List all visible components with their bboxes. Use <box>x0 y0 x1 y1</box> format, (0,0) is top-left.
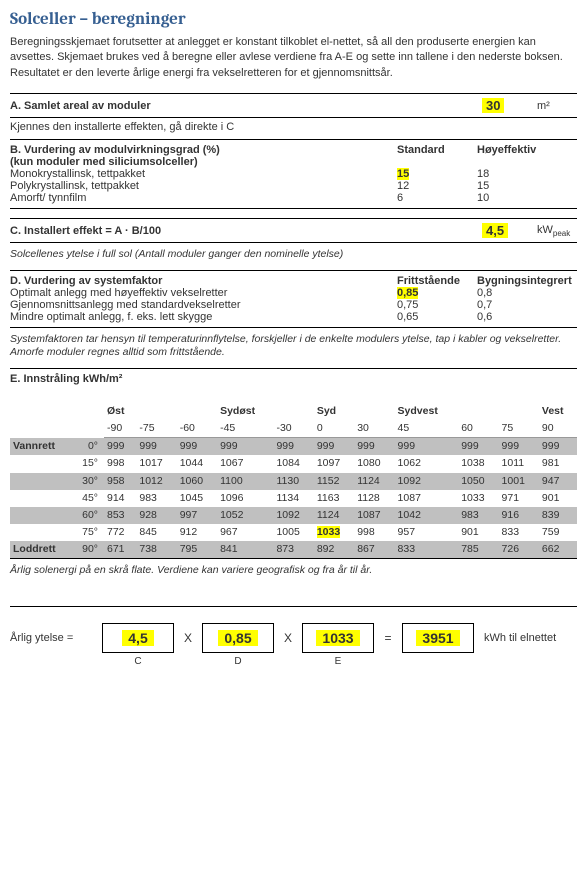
mult-1: X <box>176 631 200 645</box>
cap-e: E <box>302 656 374 667</box>
d-col1: Frittstående <box>397 275 477 287</box>
d-row: Mindre optimalt anlegg, f. eks. lett sky… <box>10 311 577 323</box>
e-note: Årlig solenergi på en skrå flate. Verdie… <box>10 562 577 586</box>
page-title: Solceller – beregninger <box>10 10 577 29</box>
e-label: E. Innstråling kWh/m² <box>10 373 577 385</box>
section-e: E. Innstråling kWh/m² ØstSydøstSydSydves… <box>10 368 577 559</box>
c-unit: kWpeak <box>537 224 577 238</box>
cap-c: C <box>102 656 174 667</box>
d-note: Systemfaktoren tar hensyn til temperatur… <box>10 331 577 368</box>
section-c: C. Installert effekt = A · B/100 4,5 kWp… <box>10 218 577 243</box>
d-row: Optimalt anlegg med høyeffektiv vekselre… <box>10 287 577 299</box>
b-row: Polykrystallinsk, tettpakket1215 <box>10 180 577 192</box>
b-col2: Høyeffektiv <box>477 144 577 156</box>
d-row: Gjennomsnittsanlegg med standardvekselre… <box>10 299 577 311</box>
calc-d-box: 0,85 <box>202 623 274 653</box>
c-value: 4,5 <box>482 223 508 238</box>
calculation-row: Årlig ytelse = 4,5 X 0,85 X 1033 = 3951 … <box>10 606 577 653</box>
d-col2: Bygningsintegrert <box>477 275 577 287</box>
mult-2: X <box>276 631 300 645</box>
c-note: Solcellenes ytelse i full sol (Antall mo… <box>10 246 577 270</box>
section-b: B. Vurdering av modulvirkningsgrad (%) S… <box>10 139 577 209</box>
equals: = <box>376 631 400 645</box>
section-a: A. Samlet areal av moduler 30 m² <box>10 93 577 118</box>
calc-c-box: 4,5 <box>102 623 174 653</box>
section-d: D. Vurdering av systemfaktor Frittståend… <box>10 270 577 328</box>
calc-unit: kWh til elnettet <box>476 632 577 644</box>
calc-label: Årlig ytelse = <box>10 632 100 644</box>
cap-d: D <box>202 656 274 667</box>
b-sublabel: (kun moduler med siliciumsolceller) <box>10 156 397 168</box>
irradiation-table: ØstSydøstSydSydvestVest-90-75-60-45-3003… <box>10 403 577 558</box>
a-note: Kjennes den installerte effekten, gå dir… <box>10 121 577 133</box>
b-row: Amorft/ tynnfilm610 <box>10 192 577 204</box>
b-col1: Standard <box>397 144 477 156</box>
calc-e-box: 1033 <box>302 623 374 653</box>
a-unit: m² <box>537 100 577 112</box>
b-row: Monokrystallinsk, tettpakket1518 <box>10 168 577 180</box>
d-label: D. Vurdering av systemfaktor <box>10 275 397 287</box>
intro-text: Beregningsskjemaet forutsetter at anlegg… <box>10 35 577 81</box>
b-label: B. Vurdering av modulvirkningsgrad (%) <box>10 144 220 156</box>
c-label: C. Installert effekt = A · B/100 <box>10 225 482 237</box>
calc-result-box: 3951 <box>402 623 474 653</box>
a-value: 30 <box>482 98 504 113</box>
a-label: A. Samlet areal av moduler <box>10 100 482 112</box>
